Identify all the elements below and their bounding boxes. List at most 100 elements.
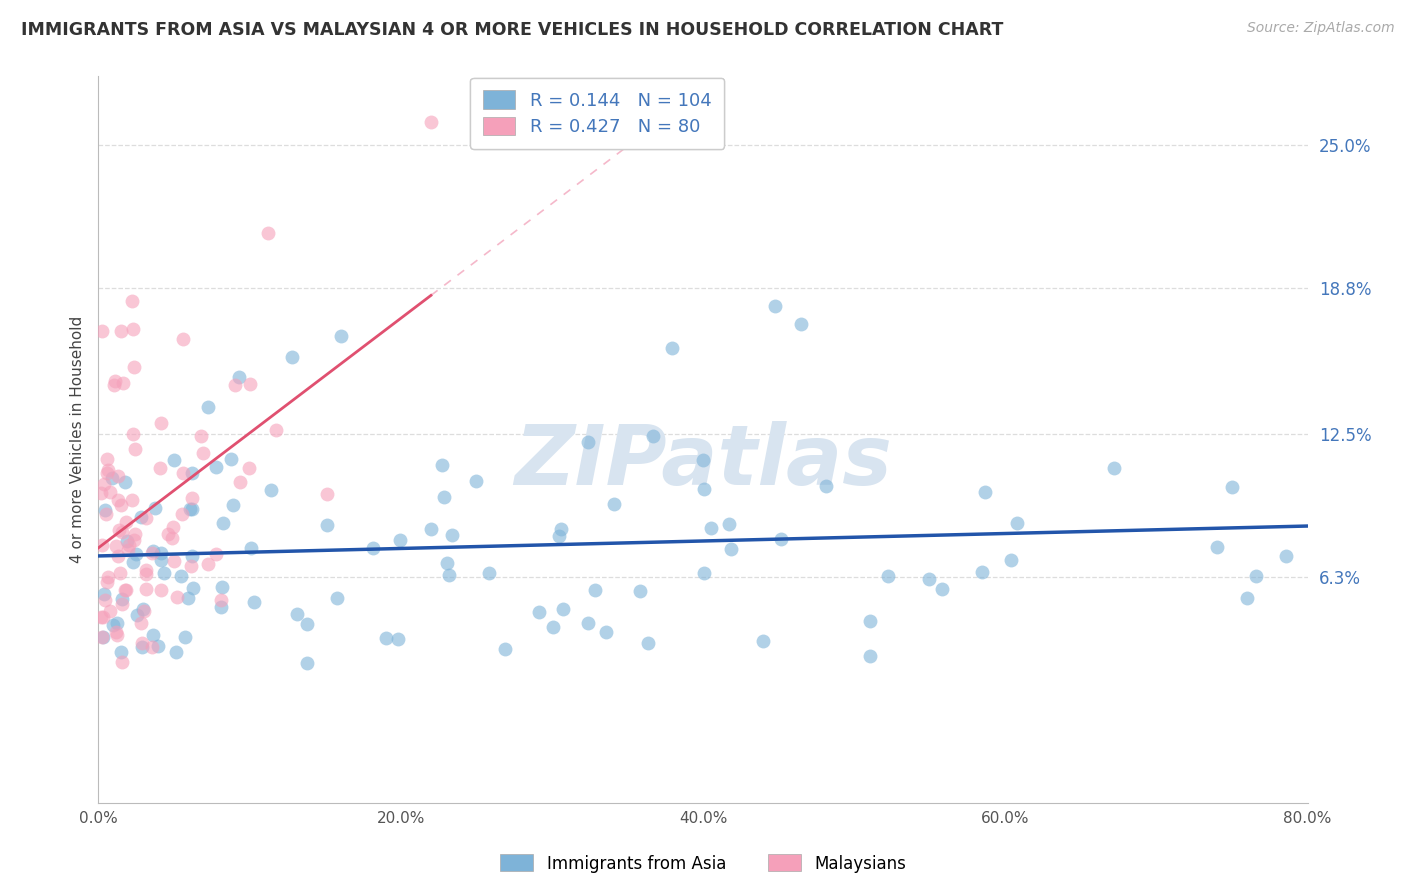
Point (179, 501, 201, 516)
Point (96, 574, 118, 589)
Point (122, 533, 145, 547)
Point (387, 632, 409, 646)
Point (228, 369, 250, 384)
Point (918, 572, 941, 586)
Point (752, 634, 775, 648)
Point (1274, 549, 1296, 564)
Point (97, 570, 120, 584)
Point (153, 566, 176, 580)
Point (815, 479, 838, 493)
Point (478, 566, 501, 580)
Point (91, 538, 114, 552)
Point (101, 471, 124, 485)
Point (295, 616, 318, 631)
Point (107, 492, 129, 507)
Point (541, 620, 564, 634)
Point (110, 498, 132, 512)
Point (315, 487, 337, 501)
Point (132, 604, 155, 618)
Point (170, 569, 193, 583)
Point (111, 597, 134, 611)
Point (197, 557, 219, 571)
Y-axis label: 4 or more Vehicles in Household: 4 or more Vehicles in Household (69, 316, 84, 563)
Point (111, 524, 134, 539)
Point (527, 605, 550, 619)
Point (141, 546, 163, 560)
Point (693, 482, 716, 496)
Point (181, 581, 204, 595)
Point (115, 582, 138, 597)
Point (191, 445, 214, 459)
Point (224, 378, 246, 392)
Point (115, 534, 138, 549)
Point (121, 492, 143, 507)
Point (287, 607, 309, 621)
Point (363, 541, 385, 555)
Point (114, 475, 136, 490)
Point (436, 557, 458, 571)
Point (603, 497, 626, 511)
Point (166, 590, 188, 604)
Point (717, 516, 740, 531)
Point (465, 474, 488, 488)
Point (240, 541, 263, 555)
Point (91, 610, 114, 624)
Point (637, 636, 659, 650)
Point (157, 526, 180, 541)
Point (281, 350, 304, 364)
Point (1000, 553, 1022, 567)
Point (595, 625, 617, 640)
Point (700, 521, 723, 535)
Point (93, 586, 115, 600)
Point (576, 434, 599, 449)
Point (172, 466, 194, 480)
Point (135, 510, 157, 524)
Point (98, 604, 121, 618)
Point (97, 463, 120, 477)
Point (143, 501, 166, 516)
Point (550, 522, 572, 536)
Point (162, 520, 184, 534)
Point (432, 458, 454, 473)
Point (257, 226, 280, 240)
Point (93, 476, 115, 491)
Point (108, 566, 131, 581)
Point (661, 341, 683, 355)
Point (260, 483, 283, 497)
Point (553, 601, 575, 615)
Point (142, 544, 165, 558)
Point (129, 616, 152, 631)
Point (131, 601, 153, 615)
Point (628, 583, 651, 598)
Point (105, 616, 128, 631)
Point (135, 566, 157, 581)
Point (124, 442, 146, 456)
Point (105, 628, 128, 642)
Point (420, 522, 443, 536)
Point (131, 640, 153, 654)
Point (219, 451, 242, 466)
Point (238, 461, 260, 475)
Point (163, 452, 186, 467)
Point (494, 641, 516, 656)
Point (229, 475, 252, 489)
Point (104, 374, 127, 388)
Point (209, 592, 232, 607)
Point (94, 593, 117, 607)
Point (205, 547, 228, 561)
Point (141, 640, 163, 654)
Point (105, 625, 128, 640)
Point (770, 532, 793, 546)
Point (127, 607, 149, 622)
Point (94, 507, 117, 521)
Point (389, 533, 412, 547)
Legend: R = 0.144   N = 104, R = 0.427   N = 80: R = 0.144 N = 104, R = 0.427 N = 80 (470, 78, 724, 149)
Point (1005, 516, 1028, 531)
Point (103, 378, 125, 392)
Point (96, 452, 118, 467)
Point (149, 552, 172, 566)
Point (180, 466, 202, 480)
Text: Source: ZipAtlas.com: Source: ZipAtlas.com (1247, 21, 1395, 36)
Point (177, 591, 200, 606)
Point (970, 565, 993, 579)
